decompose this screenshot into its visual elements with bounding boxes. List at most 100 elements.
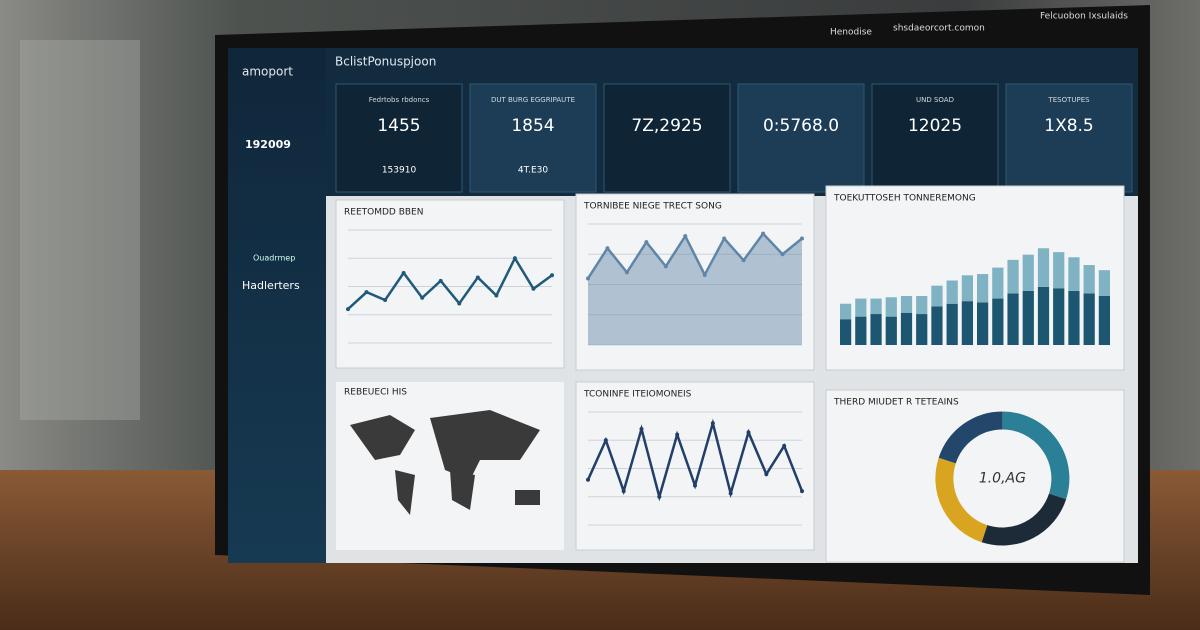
point	[586, 477, 590, 482]
bar	[992, 267, 1004, 299]
point	[550, 273, 554, 278]
kpi-card	[469, 83, 597, 193]
donut-segment	[938, 411, 1003, 464]
point	[702, 272, 707, 277]
point	[741, 258, 746, 263]
continent	[430, 410, 540, 480]
point	[764, 472, 769, 477]
point	[420, 295, 425, 300]
point	[401, 270, 406, 275]
link[interactable]: Henodise	[830, 28, 872, 38]
point	[531, 286, 536, 291]
kpi-label: TESOTUPES	[1047, 96, 1090, 104]
point	[780, 252, 785, 257]
bar	[946, 280, 958, 304]
sidebar-section: Hadlerters	[242, 279, 300, 292]
bar	[900, 312, 913, 345]
bar	[855, 298, 867, 317]
title: BclistPonuspjoon	[335, 55, 436, 69]
kpi-value: 1455	[377, 116, 420, 136]
panel-title: REETOMDD BBEN	[344, 208, 423, 218]
donut-segment	[1002, 411, 1070, 500]
point	[346, 307, 350, 312]
continent	[350, 415, 415, 460]
bar	[885, 316, 897, 345]
panel-title: TCONINFE ITEIOMONEIS	[583, 390, 692, 400]
bar	[870, 314, 882, 345]
point	[693, 483, 697, 488]
point	[663, 264, 668, 269]
brand: amoport	[242, 65, 293, 79]
bar	[1037, 248, 1050, 287]
kpi-card	[1005, 83, 1133, 193]
point	[683, 234, 688, 239]
sidebar	[228, 48, 326, 563]
link[interactable]: Felcuobon Ixsulaids	[1040, 12, 1128, 22]
point	[457, 301, 462, 306]
bar	[855, 316, 867, 345]
point	[364, 290, 369, 295]
bar	[870, 298, 882, 315]
kpi-value: 7Z,2925	[631, 116, 702, 136]
point	[383, 298, 388, 303]
kpi-value: 0:5768.0	[763, 116, 839, 136]
point	[624, 270, 629, 275]
bar	[900, 295, 913, 313]
point	[746, 430, 751, 435]
bar	[840, 303, 852, 320]
panel-title: REBEUECI HIS	[344, 388, 407, 398]
kpi-value: 1X8.5	[1044, 116, 1094, 136]
panel-title: THERD MIUDET R TETEAINS	[833, 398, 959, 408]
point	[605, 246, 610, 251]
continent	[450, 470, 475, 510]
bar	[1053, 288, 1065, 345]
point	[639, 426, 644, 431]
point	[782, 443, 787, 448]
kpi-card	[335, 83, 463, 193]
point	[438, 278, 443, 283]
bar	[840, 319, 852, 345]
link[interactable]: shsdaeorcort.comon	[893, 24, 985, 34]
point	[800, 236, 804, 241]
point	[722, 236, 727, 241]
line	[347, 255, 553, 311]
bar	[931, 306, 943, 345]
kpi-card	[871, 83, 999, 193]
point	[728, 491, 733, 496]
bar	[1007, 293, 1019, 345]
donut-center: 1.0,AG	[979, 471, 1026, 487]
bar	[1098, 295, 1110, 345]
bar	[1022, 254, 1034, 291]
line	[586, 231, 803, 280]
panel-title: TORNIBEE NIEGE TRECT SONG	[583, 202, 722, 212]
panel	[335, 199, 565, 369]
kpi-value: 1854	[511, 116, 554, 136]
point	[710, 421, 715, 426]
continent	[515, 490, 540, 505]
kpi-row: Fedrtobs rbdoncs 1455 153910 DUT BURG EGGRI…	[335, 83, 1133, 193]
bar	[916, 314, 928, 345]
bar	[1037, 286, 1050, 345]
bar	[931, 285, 943, 307]
kpi-label: Fedrtobs rbdoncs	[369, 96, 430, 104]
donut-segment	[981, 493, 1067, 546]
sidebar-item[interactable]: Ouadrmep	[253, 254, 295, 263]
bar	[1007, 259, 1019, 294]
bar	[961, 301, 973, 345]
point	[494, 293, 499, 298]
bar	[1022, 290, 1034, 345]
bar	[946, 303, 958, 345]
bar	[977, 302, 989, 345]
bar	[916, 295, 928, 315]
kpi-sub: 153910	[382, 166, 417, 176]
kpi-value: 12025	[908, 116, 962, 136]
panel	[575, 193, 815, 371]
point	[603, 438, 608, 443]
kpi-card	[603, 83, 731, 193]
point	[800, 489, 804, 494]
bar	[1083, 265, 1095, 294]
point	[621, 489, 626, 494]
kpi-label: UND SOAD	[916, 96, 954, 104]
donut-segment	[935, 457, 988, 543]
